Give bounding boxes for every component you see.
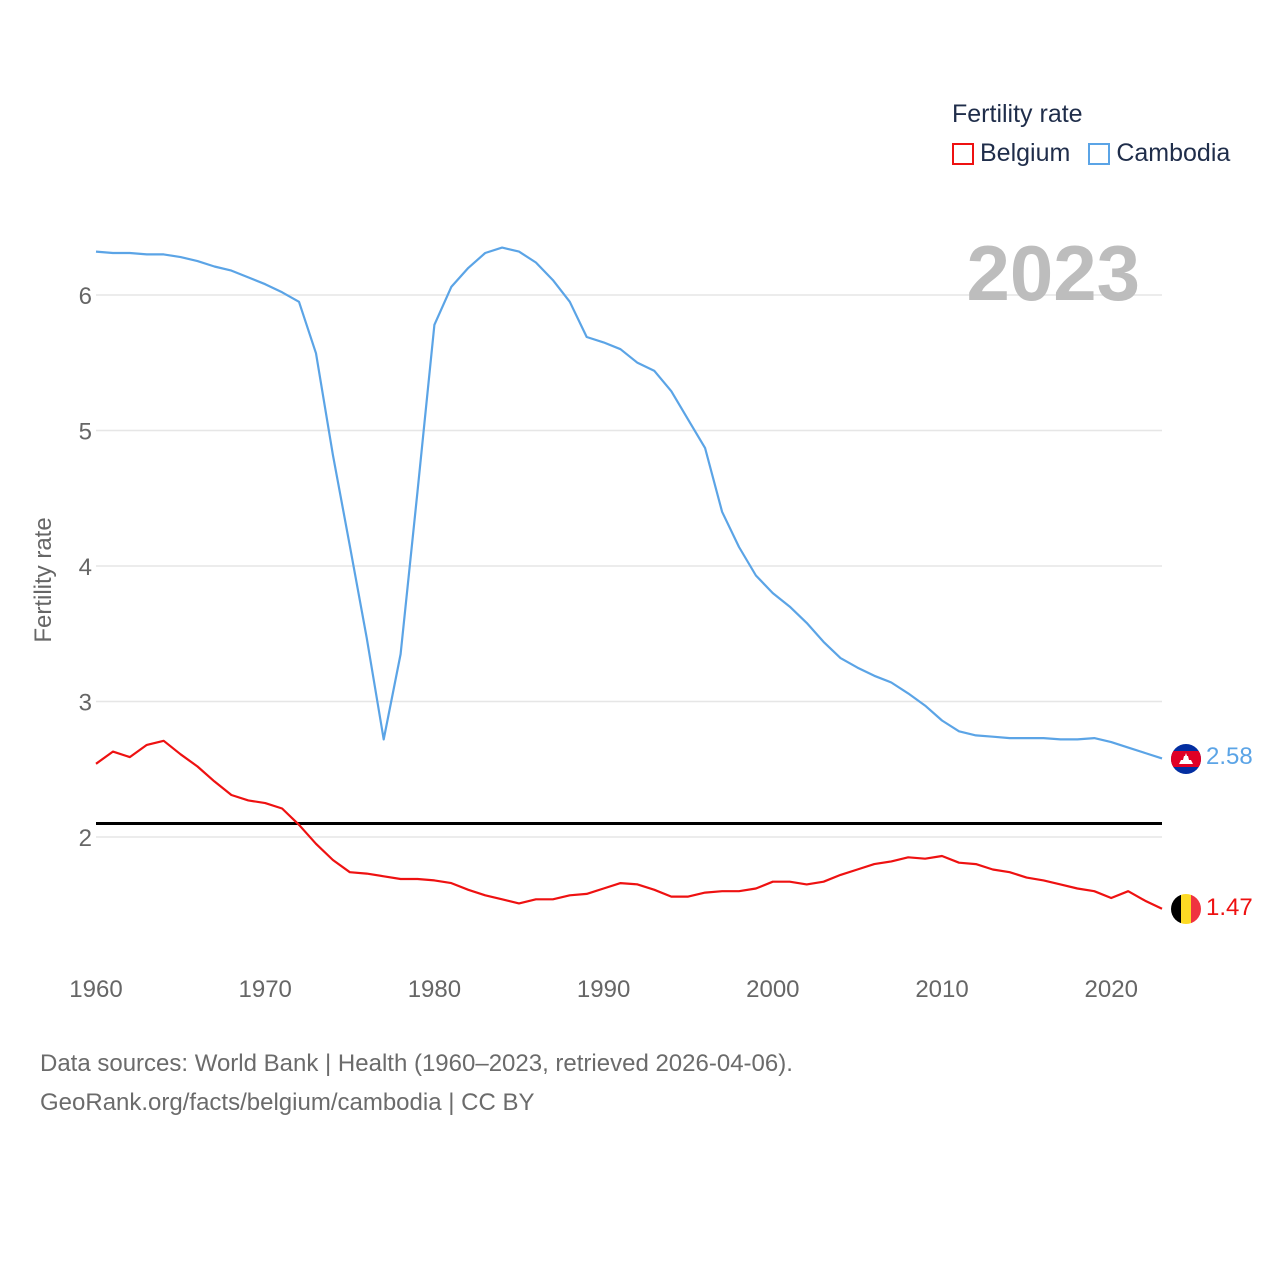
- footer: Data sources: World Bank | Health (1960–…: [40, 1044, 793, 1122]
- x-axis-ticks: 1960 1970 1980 1990 2000 2010 2020: [69, 976, 1138, 1003]
- year-display: 2023: [966, 229, 1140, 317]
- legend-swatch-belgium: [952, 142, 974, 165]
- legend-swatch-cambodia: [1088, 142, 1111, 165]
- legend-item-cambodia[interactable]: Cambodia: [1088, 139, 1230, 168]
- y-tick-label-2: 2: [79, 825, 92, 852]
- x-tick-label-1980: 1980: [408, 976, 461, 1003]
- y-tick-label-4: 4: [79, 554, 92, 581]
- data-sources-text: Data sources: World Bank | Health (1960–…: [40, 1050, 793, 1077]
- y-axis-ticks: 2 3 4 5 6: [79, 283, 92, 852]
- x-tick-label-1970: 1970: [239, 976, 292, 1003]
- series-lines: [95, 246, 1163, 910]
- legend-title: Fertility rate: [952, 100, 1083, 128]
- y-tick-label-3: 3: [79, 690, 92, 717]
- legend-label-cambodia: Cambodia: [1116, 139, 1231, 167]
- series-line-cambodia: [95, 246, 1163, 760]
- belgium-flag-icon: [1171, 894, 1201, 924]
- series-endpoints: 2.58 1.47: [1171, 743, 1253, 924]
- source-link-text[interactable]: GeoRank.org/facts/belgium/cambodia | CC …: [40, 1089, 535, 1116]
- legend: Fertility rate Belgium Cambodia: [952, 100, 1230, 168]
- cambodia-flag-icon: [1171, 744, 1201, 774]
- grid-lines: [96, 294, 1162, 838]
- legend-label-belgium: Belgium: [980, 139, 1071, 167]
- series-line-belgium: [95, 739, 1163, 910]
- legend-item-belgium[interactable]: Belgium: [952, 139, 1070, 168]
- x-tick-label-2000: 2000: [746, 976, 799, 1003]
- y-tick-label-6: 6: [79, 283, 92, 310]
- x-tick-label-1990: 1990: [577, 976, 630, 1003]
- x-tick-label-1960: 1960: [69, 976, 122, 1003]
- y-tick-label-5: 5: [79, 419, 92, 446]
- cambodia-end-value: 2.58: [1206, 743, 1253, 770]
- x-tick-label-2020: 2020: [1085, 976, 1138, 1003]
- y-axis-title: Fertility rate: [30, 517, 57, 642]
- x-tick-label-2010: 2010: [915, 976, 968, 1003]
- belgium-end-value: 1.47: [1206, 894, 1253, 921]
